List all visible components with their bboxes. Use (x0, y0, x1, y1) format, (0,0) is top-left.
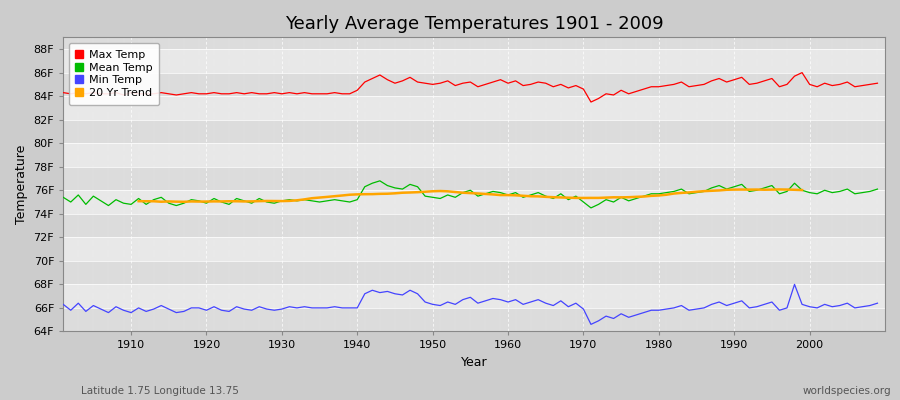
Text: Latitude 1.75 Longitude 13.75: Latitude 1.75 Longitude 13.75 (81, 386, 239, 396)
X-axis label: Year: Year (461, 356, 488, 369)
Bar (63, 308, 885, 332)
Bar (63, 190, 885, 214)
Bar (63, 120, 885, 143)
Bar (63, 261, 885, 284)
Bar (63, 214, 885, 237)
Legend: Max Temp, Mean Temp, Min Temp, 20 Yr Trend: Max Temp, Mean Temp, Min Temp, 20 Yr Tre… (68, 43, 159, 105)
Bar (63, 49, 885, 73)
Title: Yearly Average Temperatures 1901 - 2009: Yearly Average Temperatures 1901 - 2009 (284, 15, 663, 33)
Bar (63, 284, 885, 308)
Bar (63, 237, 885, 261)
Bar (63, 167, 885, 190)
Bar (63, 96, 885, 120)
Bar (63, 143, 885, 167)
Y-axis label: Temperature: Temperature (15, 145, 28, 224)
Text: worldspecies.org: worldspecies.org (803, 386, 891, 396)
Bar (63, 73, 885, 96)
